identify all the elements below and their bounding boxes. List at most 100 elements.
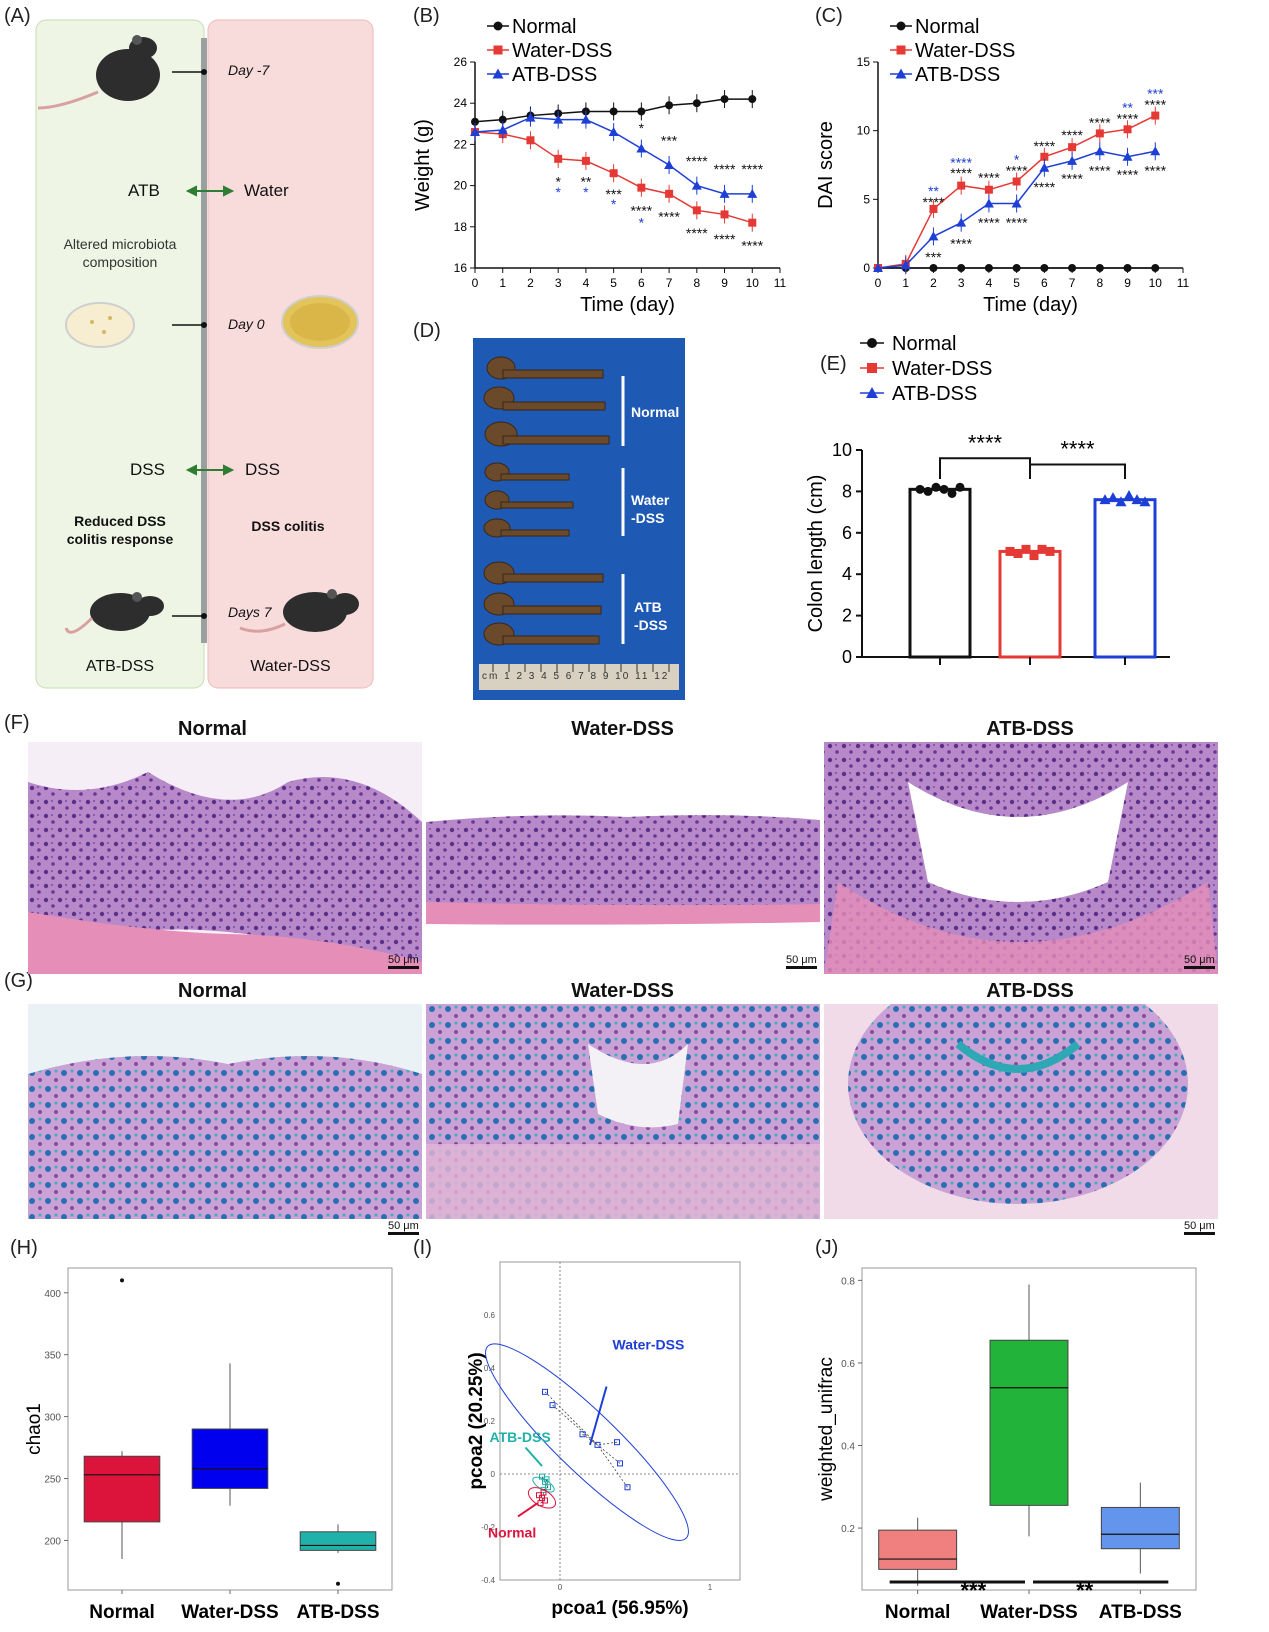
data-point [1013,549,1023,558]
photo-normal-label: Normal [631,404,680,420]
data-point [923,486,933,496]
significance-label: **** [741,237,763,253]
x-tick-label: 8 [1096,276,1103,290]
data-point [984,185,993,194]
significance-bracket [939,457,1031,479]
data-point [692,99,701,108]
x-tick-label: 2 [930,276,937,290]
data-point [691,180,702,190]
data-point [1040,264,1049,272]
centroid-link [544,1391,598,1446]
bidirectional-arrow-icon [185,185,235,197]
photo-water-label: Water -DSS [631,492,670,526]
y-tick-label: 5 [863,192,870,206]
data-point [664,160,675,169]
data-point [1095,264,1104,272]
dss-colitis-note: DSS colitis [251,518,325,534]
panel-label-j: (J) [815,1237,839,1259]
data-point [896,45,906,55]
data-point [720,95,729,104]
data-point [957,264,966,272]
significance-label: **** [1033,138,1055,154]
significance-label: **** [978,215,1000,231]
significance-label: * [583,184,589,200]
data-point [1123,264,1132,272]
centroid-link [597,1444,628,1488]
series-normal [471,90,757,131]
significance-label: **** [1060,436,1095,461]
atb-lane [35,19,205,689]
scale-bar: 50 μm [786,954,817,969]
y-tick-label: 0 [842,647,852,667]
data-point [471,117,479,126]
y-tick-label: 16 [454,261,468,275]
significance-label: * [611,196,617,212]
group-label: Normal [488,1525,536,1541]
y-tick-label: 10 [832,440,852,460]
chao1-box-chart: 200 250 300 350 400 chao1 Normal Water-DSS ATB-D… [24,1267,393,1623]
y-tick-label: 0.2 [484,1417,496,1426]
y-tick-label: 0.8 [841,1276,855,1287]
data-point [579,1431,586,1438]
x-tick-label: 0 [558,1583,563,1592]
scale-bar: 50 μm [1184,1220,1215,1235]
panel-a-schematic [35,19,374,689]
series-line [877,114,1156,269]
significance-label: ** [1076,1578,1094,1603]
box [299,1531,377,1551]
y-tick-label: 200 [44,1536,61,1547]
group-label: ATB-DSS [490,1429,551,1445]
legend: Normal Water-DSS ATB-DSS [860,333,992,405]
data-point [748,218,757,227]
data-point [1045,546,1055,556]
data-point [1012,264,1021,272]
bar-water-dss [998,549,1062,659]
x-tick-label: Normal [885,1602,950,1623]
legend-label: ATB-DSS [915,64,1000,86]
data-point [929,204,938,213]
data-point [549,1402,556,1409]
histology-abpas-row: Normal Water-DSS ATB-DSS 50 μm 50 μm [0,980,1269,1242]
he-title-normal: Normal [178,718,247,740]
data-point [637,183,646,192]
data-point [1040,152,1049,161]
group-label: Water-DSS [613,1336,685,1352]
data-point [900,260,911,270]
data-point [895,68,907,79]
box-water-dss [191,1363,269,1506]
panel-label-d: (D) [413,320,441,342]
he-title-water: Water-DSS [571,718,674,740]
significance-label: * [555,173,561,189]
data-point [928,231,939,241]
significance-label: *** [661,132,678,148]
y-tick-label: 18 [454,220,468,234]
box [878,1529,958,1570]
legend-label: Water-DSS [892,358,992,380]
data-point [984,264,993,272]
x-tick-label: 5 [1013,276,1020,290]
x-tick-label: 10 [1149,276,1163,290]
y-tick-label: 4 [842,564,852,584]
data-point [939,484,949,494]
x-tick-label: 3 [555,276,562,290]
x-tick-label: 1 [902,276,909,290]
group-atb-dss [539,1473,551,1493]
y-tick-label: 0 [491,1470,496,1479]
x-tick-label: 0 [875,276,882,290]
panel-label-f: (F) [4,712,30,734]
data-point [665,189,674,198]
data-point [542,1388,548,1395]
abpas-title-normal: Normal [178,980,247,1002]
centroid-link [544,1481,549,1488]
data-point [492,68,504,79]
significance-label: ** [928,183,939,199]
water-lane [207,19,374,689]
data-point [1131,494,1143,505]
y-tick-label: 0 [863,261,870,275]
x-tick-label: 2 [527,276,534,290]
significance-label: *** [1147,86,1164,102]
data-point [1068,264,1077,272]
y-axis-title: DAI score [815,121,837,209]
data-point [692,206,701,215]
